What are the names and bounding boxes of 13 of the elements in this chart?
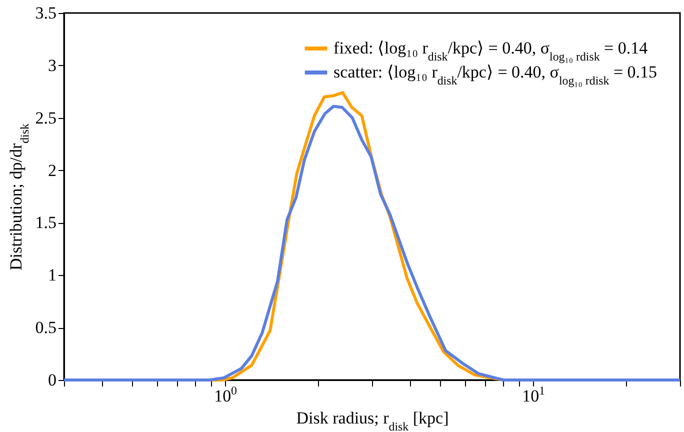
legend-label: fixed: ⟨log₁₀ r$_{disk}$/kpc⟩ = 0.40, σ$_{log₁₀ r}$$_{disk}$ = 0.14 xyxy=(334,38,648,64)
y-tick-label: 3 xyxy=(48,56,56,75)
y-tick-label: 2.5 xyxy=(35,108,56,128)
y-tick-label: 3.5 xyxy=(35,4,56,22)
x-axis-title: Disk radius; r$_{disk}$ [kpc] xyxy=(296,408,449,432)
y-tick-label: 0.5 xyxy=(35,318,56,338)
y-tick-label: 0 xyxy=(48,370,56,390)
x-tick-label: 10$^{0}$ xyxy=(214,384,238,406)
legend-label: scatter: ⟨log₁₀ r$_{disk}$/kpc⟩ = 0.40, σ$_{log₁₀ r}$$_{disk}$ = 0.15 xyxy=(334,62,658,88)
x-tick-label: 10$^{1}$ xyxy=(522,384,546,406)
y-tick-label: 2 xyxy=(48,160,56,180)
y-tick-label: 1 xyxy=(48,266,56,285)
y-tick-label: 1.5 xyxy=(35,213,56,232)
